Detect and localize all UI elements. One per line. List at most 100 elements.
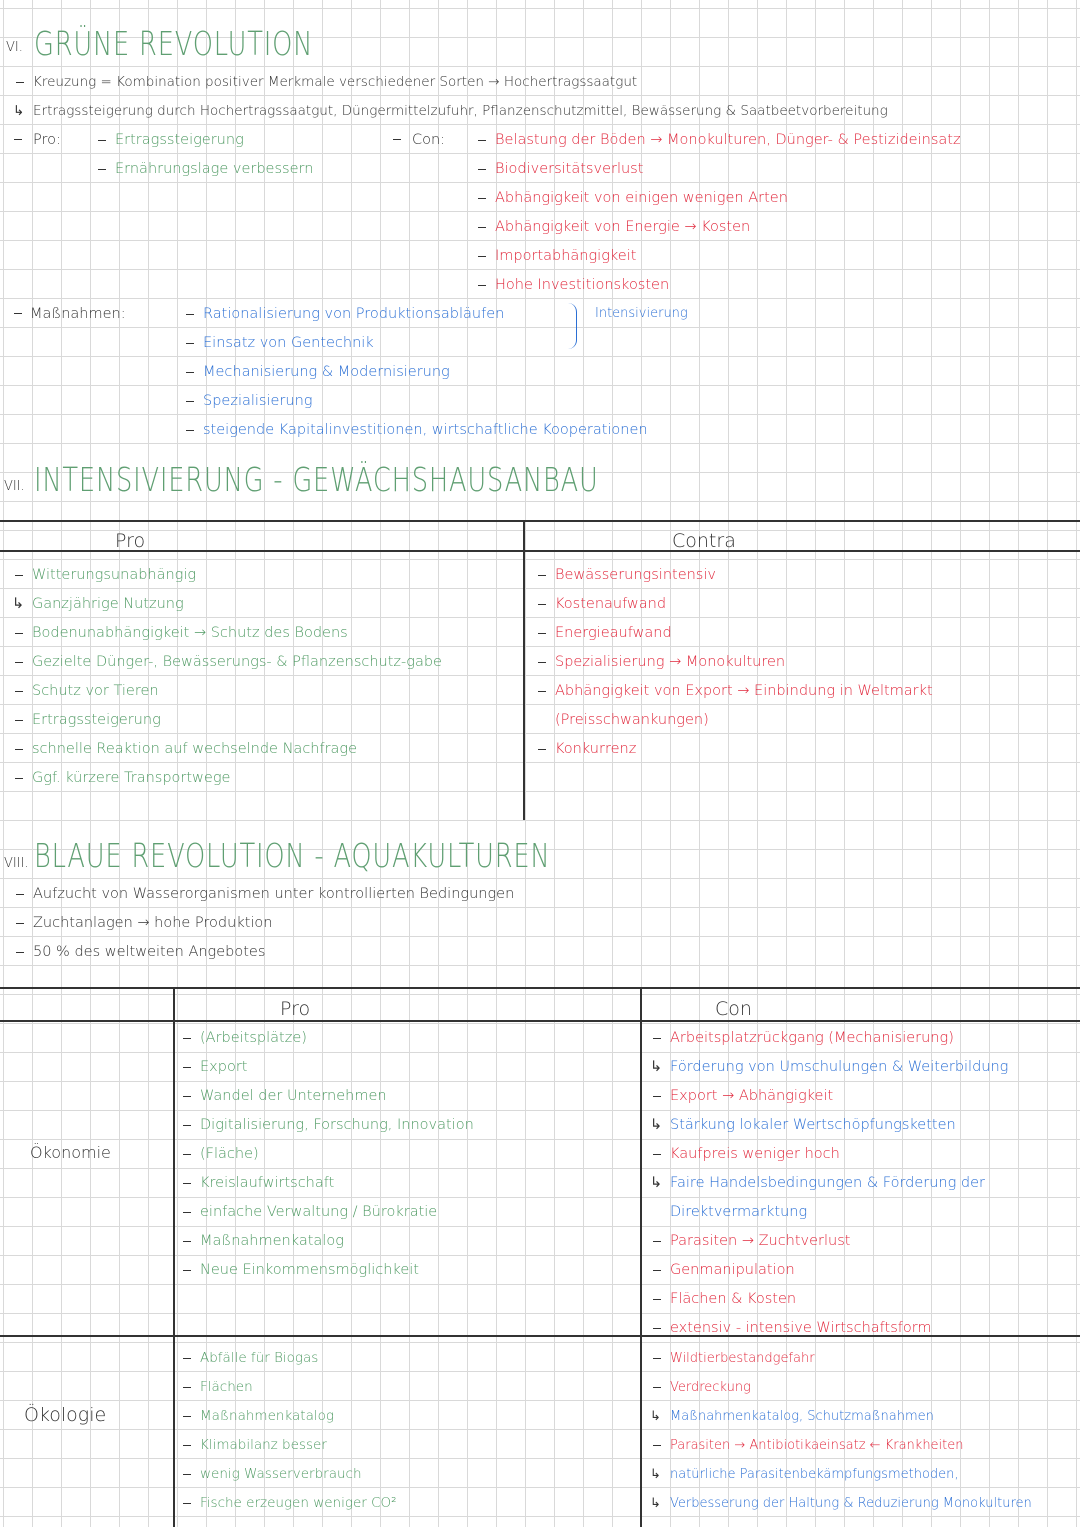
item-text: Ggf. kürzere Transportwege — [32, 769, 231, 786]
list-item: Maßnahmenkatalog — [180, 1227, 635, 1256]
bullet-dash — [183, 1502, 191, 1504]
list-item: Fische erzeugen weniger CO² — [180, 1489, 635, 1518]
item-text: Energieaufwand — [555, 624, 672, 641]
item-text: Ertragssteigerung — [32, 711, 161, 728]
list-item: Gezielte Dünger-, Bewässerungs- & Pflanz… — [12, 648, 467, 677]
item-list: Wildtierbestandgefahr Verdreckung ↳ Maßnahm… — [650, 1344, 1078, 1518]
bullet-dash — [478, 226, 486, 228]
bullet-dash — [538, 748, 546, 750]
bullet-dash — [183, 1444, 191, 1446]
con-label: Con: — [412, 132, 446, 148]
bullet-dash — [15, 690, 23, 692]
item-text: Belastung der Böden → Monokulturen, Düng… — [495, 131, 961, 148]
item-text: Witterungsunabhängig — [32, 566, 197, 583]
bullet-dash — [538, 574, 546, 576]
item-text: Einsatz von Gentechnik — [203, 334, 374, 351]
item-text: wenig Wasserverbrauch — [200, 1465, 362, 1482]
bullet-dash — [183, 1153, 191, 1155]
item-text: Abhängigkeit von Export → Einbindung in … — [555, 682, 933, 728]
dash — [393, 139, 401, 141]
item-text: Importabhängigkeit — [495, 247, 637, 264]
item-list: Abfälle für Biogas Flächen Maßnahmenkatalo… — [180, 1344, 635, 1518]
measures-label: Maßnahmen: — [30, 306, 126, 322]
list-item: Kaufpreis weniger hoch — [650, 1140, 1075, 1169]
bullet-dash — [478, 255, 486, 257]
item-text: Neue Einkommensmöglichkeit — [200, 1261, 419, 1278]
list-item: Hohe Investitionskosten — [475, 271, 1075, 300]
bullet-dash — [538, 661, 546, 663]
bullet-dash — [653, 1153, 661, 1155]
bullet-dash — [15, 574, 23, 576]
table-header: Con — [715, 998, 752, 1020]
section-title: INTENSIVIERUNG - GEWÄCHSHAUSANBAU — [34, 460, 599, 499]
section-title: BLAUE REVOLUTION - AQUAKULTUREN — [34, 836, 551, 875]
bullet-dash — [653, 1269, 661, 1271]
list-item: ↳ Faire Handelsbedingungen & Förderung de… — [650, 1169, 1075, 1227]
bullet-dash — [183, 1095, 191, 1097]
item-text: Faire Handelsbedingungen & Förderung der… — [670, 1174, 986, 1220]
list-item: Klimabilanz besser — [180, 1431, 635, 1460]
bullet-dash — [478, 139, 486, 141]
item-text: 50 % des weltweiten Angebotes — [33, 943, 266, 960]
item-text: Schutz vor Tieren — [32, 682, 159, 699]
bullet-arrow: ↳ — [650, 1058, 663, 1075]
list-item: extensiv - intensive Wirtschaftsform — [650, 1314, 1075, 1343]
bullet-dash — [183, 1037, 191, 1039]
item-text: Abfälle für Biogas — [200, 1349, 319, 1366]
item-text: Verdreckung — [670, 1379, 751, 1395]
item-text: Bewässerungsintensiv — [555, 566, 716, 583]
bullet-dash — [183, 1240, 191, 1242]
list-item: steigende Kapitalinvestitionen, wirtscha… — [183, 416, 783, 445]
pro-label: Pro: — [33, 132, 61, 148]
bullet-dash — [653, 1357, 661, 1359]
item-text: einfache Verwaltung / Bürokratie — [200, 1203, 438, 1220]
bullet-dash — [183, 1473, 191, 1475]
bullet-dash — [15, 632, 23, 634]
table-header: Contra — [672, 530, 736, 552]
bullet-dash — [16, 893, 24, 895]
section-numeral: VI. — [6, 40, 23, 55]
bullet-dash — [183, 1066, 191, 1068]
list-item: Arbeitsplatzrückgang (Mechanisierung) — [650, 1024, 1075, 1053]
list-item: Einsatz von Gentechnik — [183, 329, 783, 358]
bullet-dash — [186, 429, 194, 431]
list-item: Parasiten → Zuchtverlust — [650, 1227, 1075, 1256]
row-label: Ökologie — [24, 1404, 107, 1426]
item-text: Zuchtanlagen → hohe Produktion — [33, 914, 273, 931]
item-text: Maßnahmenkatalog — [200, 1407, 334, 1424]
bullet-dash — [186, 342, 194, 344]
bullet-dash — [478, 284, 486, 286]
bullet-dash — [183, 1211, 191, 1213]
list-item: (Arbeitsplätze) — [180, 1024, 635, 1053]
item-text: Konkurrenz — [555, 740, 637, 757]
item-text: steigende Kapitalinvestitionen, wirtscha… — [203, 421, 648, 438]
list-item: wenig Wasserverbrauch — [180, 1460, 635, 1489]
item-text: Export → Abhängigkeit — [670, 1087, 834, 1104]
list-item: einfache Verwaltung / Bürokratie — [180, 1198, 635, 1227]
list-item: ↳ Maßnahmenkatalog, Schutzmaßnahmen — [650, 1402, 1078, 1431]
item-text: natürliche Parasitenbekämpfungsmethoden, — [670, 1466, 959, 1482]
bullet-arrow: ↳ — [12, 595, 25, 612]
item-text: Kreuzung = Kombination positiver Merkmal… — [33, 73, 638, 90]
list-item: Ertragssteigerung — [95, 126, 395, 155]
bullet-dash — [186, 313, 194, 315]
bullet-dash — [15, 748, 23, 750]
list-item: Wildtierbestandgefahr — [650, 1344, 1078, 1373]
item-text: Ernährungslage verbessern — [115, 160, 314, 177]
bullet-dash — [653, 1298, 661, 1300]
rule-line — [0, 520, 1080, 522]
list-item: Konkurrenz — [535, 735, 1080, 764]
bracket — [568, 303, 577, 349]
bullet-dash — [653, 1037, 661, 1039]
bullet-dash — [15, 777, 23, 779]
list-item: Flächen — [180, 1373, 635, 1402]
item-text: Abhängigkeit von Energie → Kosten — [495, 218, 751, 235]
list-item: 50 % des weltweiten Angebotes — [13, 938, 913, 967]
item-text: Fische erzeugen weniger CO² — [200, 1494, 397, 1511]
bullet-dash — [16, 951, 24, 953]
list-item: ↳ Förderung von Umschulungen & Weiterbild… — [650, 1053, 1075, 1082]
item-text: Genmanipulation — [670, 1261, 795, 1278]
list-item: Genmanipulation — [650, 1256, 1075, 1285]
bullet-arrow: ↳ — [13, 102, 25, 119]
bullet-dash — [16, 922, 24, 924]
